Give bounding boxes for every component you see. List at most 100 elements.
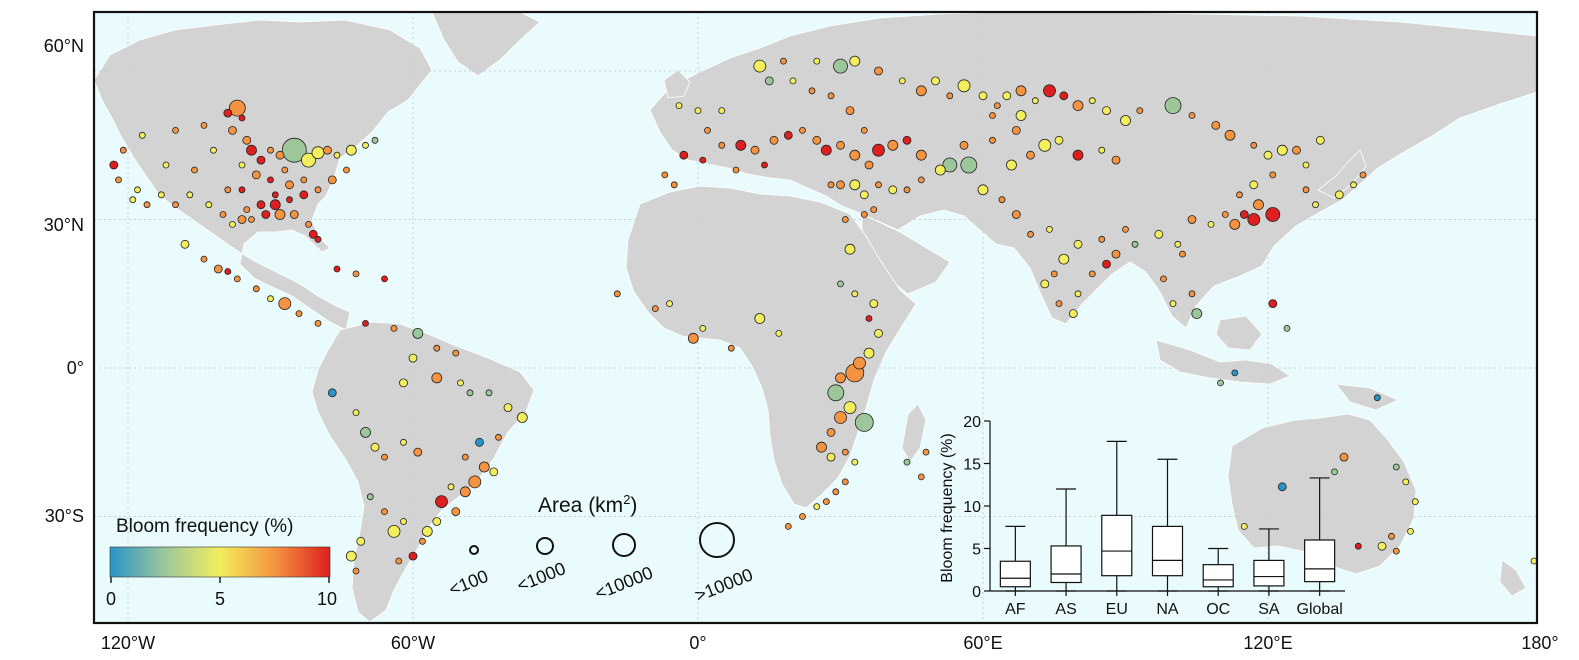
lake-marker — [826, 452, 836, 462]
lake-marker — [400, 518, 407, 525]
lake-marker — [1331, 468, 1338, 476]
lake-marker — [1263, 150, 1273, 160]
lake-marker — [753, 59, 767, 73]
lake-marker — [390, 324, 398, 332]
lake-marker — [833, 58, 848, 74]
lake-marker — [864, 160, 874, 170]
lake-marker — [750, 145, 760, 155]
lake-marker — [1302, 186, 1310, 194]
size-legend-title: Area (km2) — [538, 492, 637, 517]
lake-marker — [1111, 249, 1121, 259]
lake-marker — [946, 92, 954, 100]
lake-marker — [851, 290, 859, 298]
lake-marker — [1026, 150, 1035, 160]
lake-marker — [989, 112, 996, 119]
lake-marker — [1239, 210, 1249, 219]
lake-marker — [1040, 279, 1050, 289]
lake-marker — [863, 347, 875, 359]
lake-marker — [1236, 191, 1243, 199]
lake-marker — [172, 201, 179, 209]
lake-marker — [1046, 225, 1053, 233]
lake-marker — [1388, 532, 1395, 540]
inset-x-tick-label: Global — [1297, 601, 1343, 618]
lake-marker — [238, 114, 246, 122]
lake-marker — [267, 176, 274, 184]
lake-marker — [352, 270, 360, 278]
lake-marker — [333, 265, 341, 273]
lake-marker — [366, 493, 374, 501]
lake-marker — [412, 327, 424, 339]
lake-marker — [1054, 135, 1064, 145]
lake-marker — [395, 557, 403, 565]
lake-marker — [489, 467, 499, 477]
lake-marker — [468, 475, 482, 489]
lake-marker — [959, 140, 969, 150]
lon-label-60e: 60°E — [963, 633, 1002, 653]
lake-marker — [874, 328, 883, 338]
lake-marker — [343, 166, 350, 174]
lake-marker — [413, 447, 423, 457]
lake-marker — [812, 135, 822, 145]
lake-marker — [200, 122, 208, 129]
lake-marker — [1269, 171, 1277, 179]
color-legend: Bloom frequency (%) 0 5 10 — [106, 516, 337, 609]
lake-marker — [352, 409, 360, 417]
lake-marker — [1102, 106, 1111, 115]
lake-marker — [1302, 161, 1310, 169]
map-frame — [92, 10, 1539, 625]
size-legend-circle — [612, 533, 636, 557]
lake-marker — [1530, 557, 1537, 565]
landmass-britain — [663, 69, 691, 99]
lake-marker — [1411, 498, 1419, 506]
lake-marker — [485, 389, 493, 397]
lake-marker — [849, 149, 861, 161]
lake-marker — [1031, 97, 1039, 105]
lat-label-30n: 30°N — [44, 215, 84, 235]
lake-marker — [694, 107, 702, 114]
lake-marker — [172, 126, 179, 134]
land-masses — [94, 12, 1537, 623]
lake-marker — [281, 137, 307, 163]
lake-marker — [305, 220, 312, 228]
inset-box — [1050, 488, 1082, 592]
lake-marker — [1011, 125, 1021, 135]
lake-marker — [238, 186, 246, 194]
lake-marker — [993, 102, 1001, 109]
size-legend-circle — [469, 545, 479, 555]
lake-marker — [1111, 155, 1121, 165]
lake-marker — [228, 99, 246, 117]
lake-marker — [246, 144, 257, 156]
lake-marker — [157, 191, 165, 199]
lake-marker — [400, 438, 407, 446]
lake-marker — [841, 478, 849, 486]
lake-marker — [447, 483, 455, 491]
lake-marker — [917, 176, 925, 184]
lake-marker — [115, 176, 122, 184]
lake-marker — [1102, 259, 1111, 269]
lake-marker — [888, 185, 898, 195]
lake-marker — [138, 131, 146, 139]
lake-marker — [1392, 463, 1400, 471]
lake-marker — [408, 353, 418, 363]
lake-marker — [495, 433, 502, 441]
lake-marker — [286, 196, 293, 204]
lake-marker — [845, 106, 855, 115]
inset-y-tick-label: 5 — [972, 542, 981, 559]
lake-marker — [1315, 135, 1325, 145]
size-legend-circle — [699, 522, 735, 558]
inset-y-tick-label: 10 — [963, 499, 981, 516]
lake-marker — [836, 140, 845, 150]
lake-marker — [1160, 275, 1167, 283]
size-legend-title-text: Area (km — [538, 494, 623, 517]
lake-marker — [1098, 146, 1106, 154]
lake-marker — [853, 356, 866, 370]
lake-marker — [285, 180, 294, 190]
lake-marker — [704, 126, 711, 134]
lat-label-30s: 30°S — [45, 506, 84, 526]
lake-marker — [503, 403, 513, 413]
lake-marker — [459, 486, 471, 498]
lake-marker — [256, 155, 266, 165]
landmass-eurasia — [649, 12, 1537, 329]
lake-marker — [836, 180, 845, 190]
lake-marker — [1277, 482, 1287, 492]
